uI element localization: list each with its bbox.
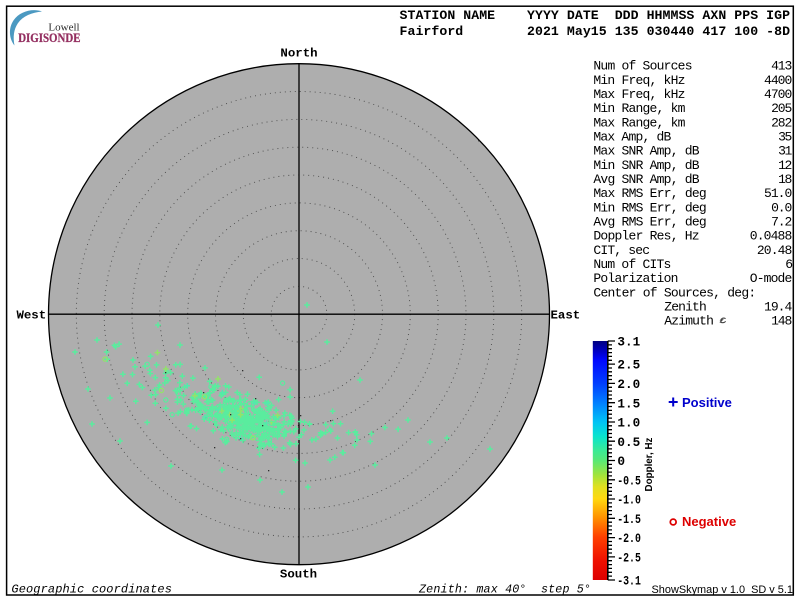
svg-text:0: 0 bbox=[617, 454, 625, 469]
svg-text:Geographic coordinates: Geographic coordinates bbox=[11, 582, 172, 596]
svg-text:Center of Sources, deg:: Center of Sources, deg: bbox=[593, 285, 756, 300]
svg-text:1.5: 1.5 bbox=[617, 396, 640, 411]
svg-text:51.0: 51.0 bbox=[764, 186, 792, 201]
svg-text:Negative: Negative bbox=[682, 514, 736, 529]
svg-text:19.4: 19.4 bbox=[764, 300, 792, 315]
svg-text:Fairford 2021 May15 135: Fairford 2021 May15 135 030440 417 100 -… bbox=[400, 24, 791, 39]
svg-text:Zenith: Zenith bbox=[664, 300, 707, 315]
svg-text:4700: 4700 bbox=[764, 87, 792, 102]
svg-text:-2.0: -2.0 bbox=[617, 531, 641, 546]
svg-text:West: West bbox=[16, 309, 46, 323]
svg-text:Num of Sources: Num of Sources bbox=[593, 59, 692, 74]
svg-text:Avg RMS Err, deg: Avg RMS Err, deg bbox=[593, 215, 706, 230]
svg-text:Doppler Res, Hz: Doppler Res, Hz bbox=[593, 229, 699, 244]
svg-text:-2.5: -2.5 bbox=[617, 551, 641, 566]
svg-text:-0.5: -0.5 bbox=[617, 473, 641, 488]
svg-text:East: East bbox=[551, 309, 581, 323]
svg-text:35: 35 bbox=[778, 129, 792, 144]
svg-text:Lowell: Lowell bbox=[48, 21, 79, 33]
svg-text:O-mode: O-mode bbox=[750, 271, 793, 286]
svg-text:Max RMS Err, deg: Max RMS Err, deg bbox=[593, 186, 706, 201]
svg-text:31: 31 bbox=[778, 144, 792, 159]
svg-text:Num of CITs: Num of CITs bbox=[593, 257, 671, 272]
svg-text:2.0: 2.0 bbox=[617, 377, 640, 392]
svg-text:STATION NAME YYYY DATE DDD: STATION NAME YYYY DATE DDD HHMMSS AXN PP… bbox=[400, 8, 791, 23]
svg-text:Avg SNR Amp, dB: Avg SNR Amp, dB bbox=[593, 172, 699, 187]
svg-text:Min Range, km: Min Range, km bbox=[593, 101, 685, 116]
svg-text:Positive: Positive bbox=[682, 395, 732, 410]
svg-text:Max Range, km: Max Range, km bbox=[593, 115, 685, 130]
svg-text:Max Freq, kHz: Max Freq, kHz bbox=[593, 87, 685, 102]
svg-text:North: North bbox=[280, 47, 317, 61]
svg-text:-3.1: -3.1 bbox=[617, 574, 641, 589]
svg-text:205: 205 bbox=[771, 101, 792, 116]
svg-text:1.0: 1.0 bbox=[617, 416, 640, 431]
svg-text:4400: 4400 bbox=[764, 73, 792, 88]
svg-text:Min Freq, kHz: Min Freq, kHz bbox=[593, 73, 685, 88]
svg-text:-1.0: -1.0 bbox=[617, 493, 641, 508]
svg-text:CIT, sec: CIT, sec bbox=[593, 243, 650, 258]
svg-text:18: 18 bbox=[778, 172, 792, 187]
svg-text:Min SNR Amp, dB: Min SNR Amp, dB bbox=[593, 158, 699, 173]
svg-text:12: 12 bbox=[778, 158, 792, 173]
svg-text:3.1: 3.1 bbox=[617, 335, 640, 350]
svg-text:0.0: 0.0 bbox=[771, 200, 792, 215]
svg-text:Polarization: Polarization bbox=[593, 271, 678, 286]
svg-text:South: South bbox=[280, 568, 317, 582]
svg-text:148: 148 bbox=[771, 314, 792, 329]
svg-text:Min RMS Err, deg: Min RMS Err, deg bbox=[593, 200, 706, 215]
svg-text:Azimuth: Azimuth bbox=[664, 314, 714, 329]
svg-text:7.2: 7.2 bbox=[771, 215, 792, 230]
svg-text:6: 6 bbox=[785, 257, 793, 272]
svg-text:0.5: 0.5 bbox=[617, 435, 640, 450]
svg-text:Max Amp, dB: Max Amp, dB bbox=[593, 129, 671, 144]
svg-text:-1.5: -1.5 bbox=[617, 512, 641, 527]
svg-text:0.0488: 0.0488 bbox=[750, 229, 793, 244]
svg-text:Doppler, Hz: Doppler, Hz bbox=[644, 437, 655, 491]
svg-text:DIGISONDE: DIGISONDE bbox=[18, 30, 80, 45]
svg-text:Zenith: max 40° step 5°: Zenith: max 40° step 5° bbox=[418, 582, 591, 596]
svg-text:ShowSkymap v 1.0 SD v 5.1: ShowSkymap v 1.0 SD v 5.1 bbox=[652, 584, 794, 596]
svg-text:Max SNR Amp, dB: Max SNR Amp, dB bbox=[593, 144, 699, 159]
svg-text:20.48: 20.48 bbox=[757, 243, 792, 258]
svg-text:282: 282 bbox=[771, 115, 792, 130]
svg-text:2.5: 2.5 bbox=[617, 358, 640, 373]
svg-text:413: 413 bbox=[771, 59, 792, 74]
